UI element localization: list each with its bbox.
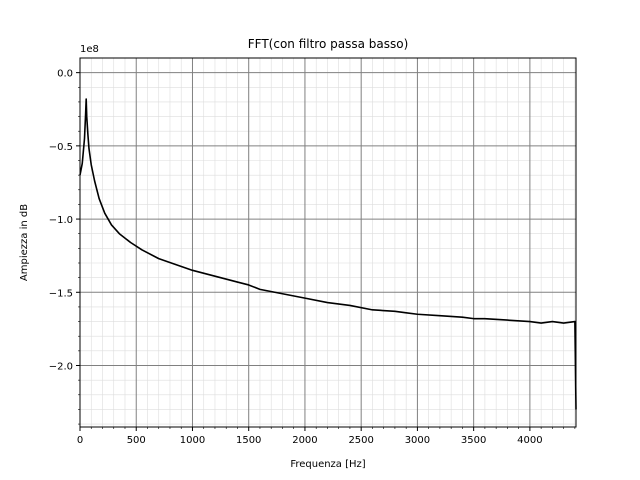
ticks-layer: 0 500 1000 1500 2000 2500 3000 3500 4000 0.0 −0.5 −…	[49, 69, 576, 446]
x-axis-label: Frequenza [Hz]	[290, 459, 365, 470]
axes-frame	[79, 57, 577, 428]
x-tick-label: 0	[77, 435, 83, 446]
minor-grid	[80, 58, 576, 427]
x-tick-label: 3000	[405, 435, 430, 446]
x-tick-label: 1500	[236, 435, 261, 446]
x-tick-label: 1000	[180, 435, 205, 446]
x-tick-label: 500	[127, 435, 146, 446]
chart-title: FFT(con filtro passa basso)	[248, 37, 409, 51]
x-tick-label: 2500	[348, 435, 373, 446]
y-tick-label: −2.0	[49, 362, 73, 373]
y-tick-label: 0.0	[57, 69, 73, 80]
y-tick-label: −0.5	[49, 142, 73, 153]
x-tick-label: 2000	[292, 435, 317, 446]
major-grid	[79, 58, 576, 427]
y-axis-label: Ampiezza in dB	[19, 204, 30, 281]
series-line	[79, 98, 577, 410]
x-tick-label: 3500	[461, 435, 486, 446]
y-tick-label: −1.0	[49, 215, 73, 226]
y-scale-label: 1e8	[80, 44, 99, 55]
x-tick-label: 4000	[517, 435, 542, 446]
series-layer	[79, 98, 577, 410]
y-tick-label: −1.5	[49, 288, 73, 299]
